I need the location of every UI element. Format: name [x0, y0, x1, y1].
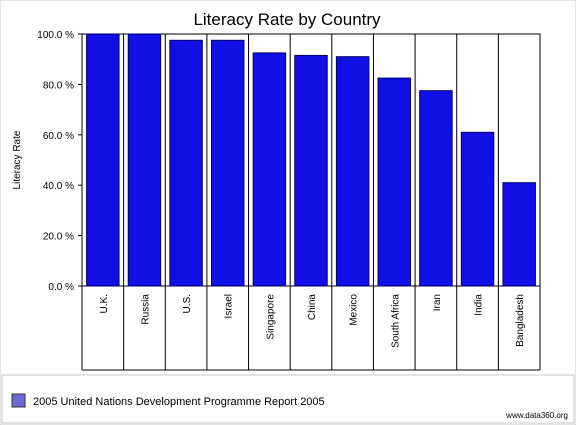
y-tick-label: 100.0 %: [37, 30, 74, 41]
watermark: www.data360.org: [505, 411, 568, 420]
bar-israel: [210, 39, 245, 287]
y-tick-label: 80.0 %: [43, 80, 74, 91]
x-tick-label: U.K.: [99, 294, 110, 313]
x-tick-label: Israel: [224, 294, 235, 318]
y-tick-label: 20.0 %: [43, 232, 74, 243]
bar-u-s: [169, 39, 203, 287]
chart-title: Literacy Rate by Country: [193, 10, 381, 29]
bar-china: [294, 54, 328, 287]
y-tick-label: 0.0 %: [48, 282, 74, 293]
x-tick-label: India: [474, 294, 485, 316]
bar-russia: [127, 33, 162, 287]
bar-india: [460, 131, 495, 287]
x-tick-label: Russia: [140, 294, 151, 325]
x-tick-label: U.S.: [182, 294, 193, 313]
bar-u-k: [86, 33, 120, 287]
bar-mexico: [335, 56, 370, 287]
bar-singapore: [252, 52, 287, 287]
legend-box: [1, 374, 575, 424]
x-tick-label: Mexico: [349, 294, 360, 326]
x-tick-label: Bangladesh: [515, 294, 526, 347]
legend-swatch: [11, 393, 26, 408]
y-tick-label: 60.0 %: [43, 131, 74, 142]
plot-area: 0.0 % 20.0 % 40.0 % 60.0 % 80.0 % 100.0 % U.K.…: [37, 30, 541, 371]
bar-south-africa: [377, 77, 412, 287]
x-tick-label: Singapore: [265, 294, 276, 340]
y-axis-label: Literacy Rate: [12, 130, 23, 189]
bar-bangladesh: [502, 182, 536, 287]
x-tick-label: South Africa: [390, 294, 401, 348]
x-tick-label: China: [307, 294, 318, 321]
bar-iran: [419, 90, 453, 287]
legend-label: 2005 United Nations Development Programm…: [33, 396, 325, 408]
y-tick-label: 40.0 %: [43, 181, 74, 192]
x-tick-label: Iran: [432, 294, 443, 311]
